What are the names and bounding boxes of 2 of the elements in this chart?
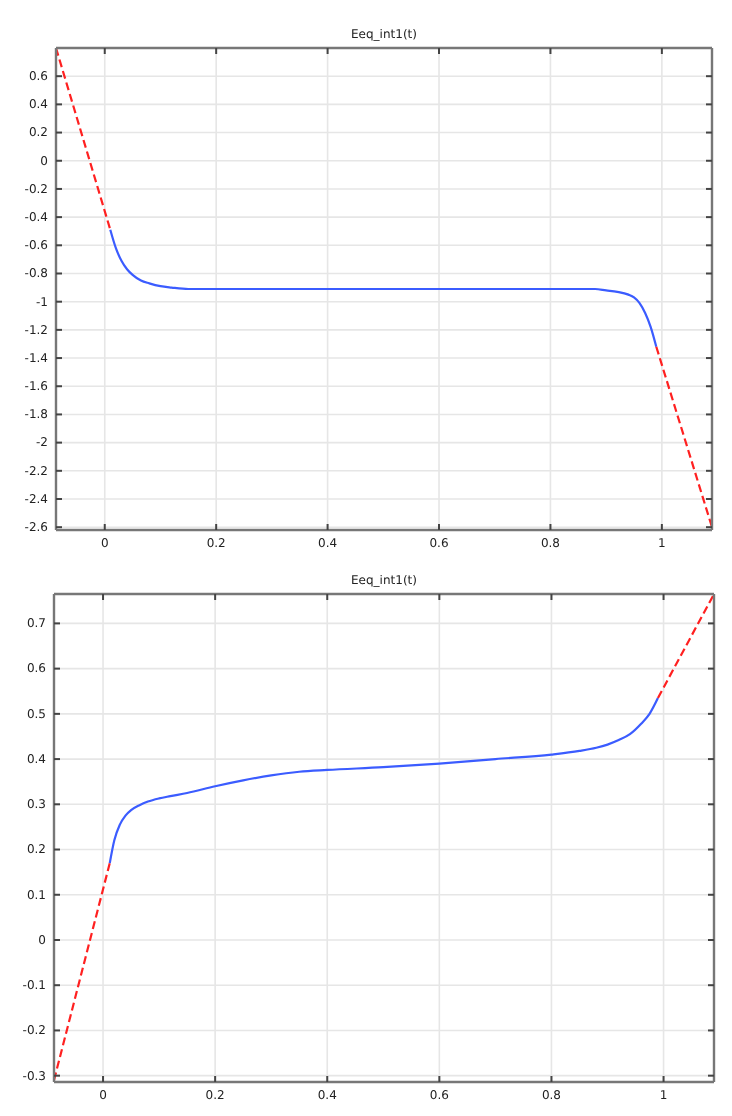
line-series xyxy=(108,696,660,865)
line-series xyxy=(109,228,658,348)
